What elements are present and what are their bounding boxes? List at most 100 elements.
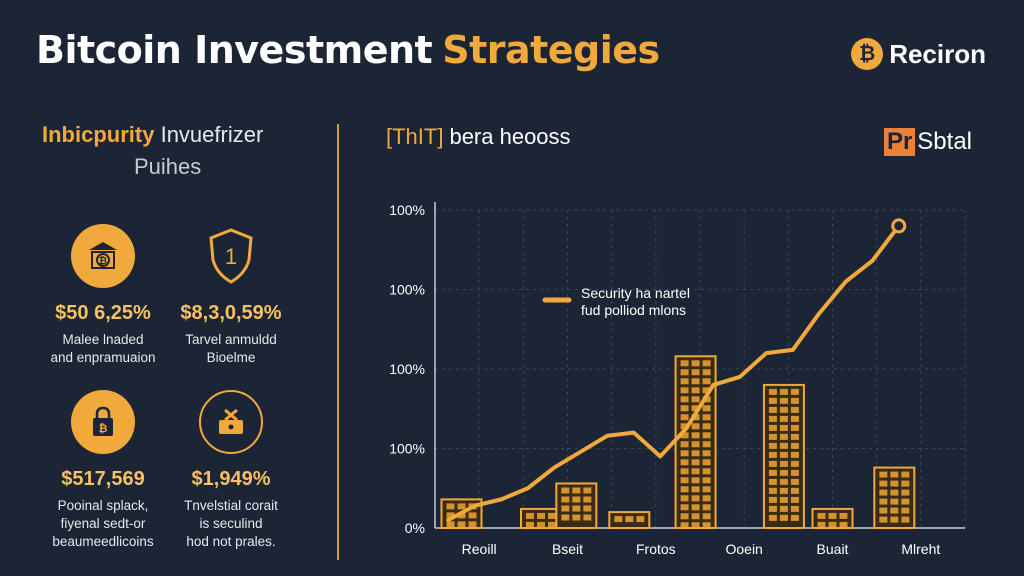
bar-window (457, 512, 466, 519)
bar-window (691, 459, 700, 466)
bar-window (680, 405, 689, 412)
chart-badge-pr: Pr (883, 128, 916, 156)
stat-desc-line: Tarvel anmuldd (185, 332, 277, 347)
x-tick-label: Bseit (552, 541, 583, 557)
stat-description: Pooinal splack, fiyenal sedt-or beaumeed… (28, 497, 178, 551)
bar-window (790, 397, 799, 404)
bar-window (768, 424, 777, 431)
bitcoin-lock-icon: ₿ (71, 390, 135, 454)
stat-description: Malee lnaded and enpramuaion (28, 331, 178, 367)
bar-window (691, 378, 700, 385)
x-tick-label: Buait (817, 541, 849, 557)
bar-window (680, 441, 689, 448)
bar-window (790, 478, 799, 485)
bar-window (879, 507, 888, 514)
bar-window (691, 450, 700, 457)
bar-window (691, 423, 700, 430)
bar-window (779, 442, 788, 449)
bar-window (901, 480, 910, 487)
shield-icon: 1 (199, 224, 263, 288)
bar-window (790, 451, 799, 458)
bar-window (901, 489, 910, 496)
bitcoin-wallet-icon (199, 390, 263, 454)
bar-window (702, 477, 711, 484)
stat-description: Tnvelstial corait is seculind hod not pr… (156, 497, 306, 551)
x-tick-label: Mlreht (901, 541, 940, 557)
bar-window (583, 505, 592, 512)
bar-window (702, 414, 711, 421)
page-title: Bitcoin Investment Strategies (36, 28, 660, 72)
stat-value: $517,569 (61, 468, 145, 490)
stat-desc-line: Tnvelstial corait (184, 498, 278, 513)
bar-window (890, 471, 899, 478)
bar-window (839, 521, 848, 528)
bar-window (790, 406, 799, 413)
bar-window (702, 360, 711, 367)
legend-label: fud polliod mlons (581, 302, 686, 318)
bar-window (768, 388, 777, 395)
y-tick-label: 0% (405, 520, 425, 536)
bar-window (468, 512, 477, 519)
bar-window (691, 468, 700, 475)
bar-window (768, 505, 777, 512)
bar-window (790, 505, 799, 512)
bar-window (901, 516, 910, 523)
bar-window (768, 433, 777, 440)
bar-window (680, 396, 689, 403)
line-bar-chart: 0% 100% 100% 100% 100% Reoill Bseit Frotos Ooein… (389, 202, 966, 557)
bar-window (691, 441, 700, 448)
bar-window (691, 405, 700, 412)
bar-window (446, 512, 455, 519)
panel-divider (337, 124, 339, 560)
bar-window (768, 442, 777, 449)
stat-desc-line: is seculind (199, 516, 263, 531)
bar-window (691, 513, 700, 520)
stat-value: $50 6,25% (55, 302, 151, 324)
bar-window (548, 512, 556, 519)
bar-window (768, 478, 777, 485)
shield-number: 1 (225, 244, 237, 269)
left-heading-accent: Inbicpurity (42, 122, 155, 147)
bar-window (890, 480, 899, 487)
bar-window (779, 460, 788, 467)
bar-window (790, 514, 799, 521)
svg-text:₿: ₿ (99, 255, 107, 267)
bar-window (890, 489, 899, 496)
bar-window (779, 406, 788, 413)
bar-window (614, 516, 623, 523)
bar-window (572, 496, 581, 503)
bar-window (779, 496, 788, 503)
bar-window (691, 396, 700, 403)
bar-window (879, 516, 888, 523)
bar-window (691, 432, 700, 439)
bar-window (680, 513, 689, 520)
bar-window (680, 504, 689, 511)
bar-window (790, 496, 799, 503)
y-tick-label: 100% (389, 361, 425, 377)
bar-window (561, 514, 570, 521)
bar-window (779, 433, 788, 440)
stat-desc-line: hod not prales. (186, 534, 276, 549)
chart-badge: Pr Sbtal (883, 128, 972, 156)
x-tick-label: Ooein (725, 541, 762, 557)
y-tick-label: 100% (389, 282, 425, 298)
bar-window (779, 388, 788, 395)
bar-window (790, 433, 799, 440)
series-line (446, 223, 901, 523)
bar-window (691, 387, 700, 394)
bar-window (890, 498, 899, 505)
stat-desc-line: Pooinal splack, (57, 498, 149, 513)
bar-window (691, 369, 700, 376)
bar-window (702, 513, 711, 520)
bar-window (702, 423, 711, 430)
bar-window (790, 388, 799, 395)
bar-window (779, 487, 788, 494)
bar-window (526, 521, 534, 528)
bar-window (572, 505, 581, 512)
bar-window (702, 432, 711, 439)
bar-window (790, 469, 799, 476)
bar-window (561, 505, 570, 512)
bar-window (768, 496, 777, 503)
bar-window (583, 496, 592, 503)
bar-window (768, 397, 777, 404)
